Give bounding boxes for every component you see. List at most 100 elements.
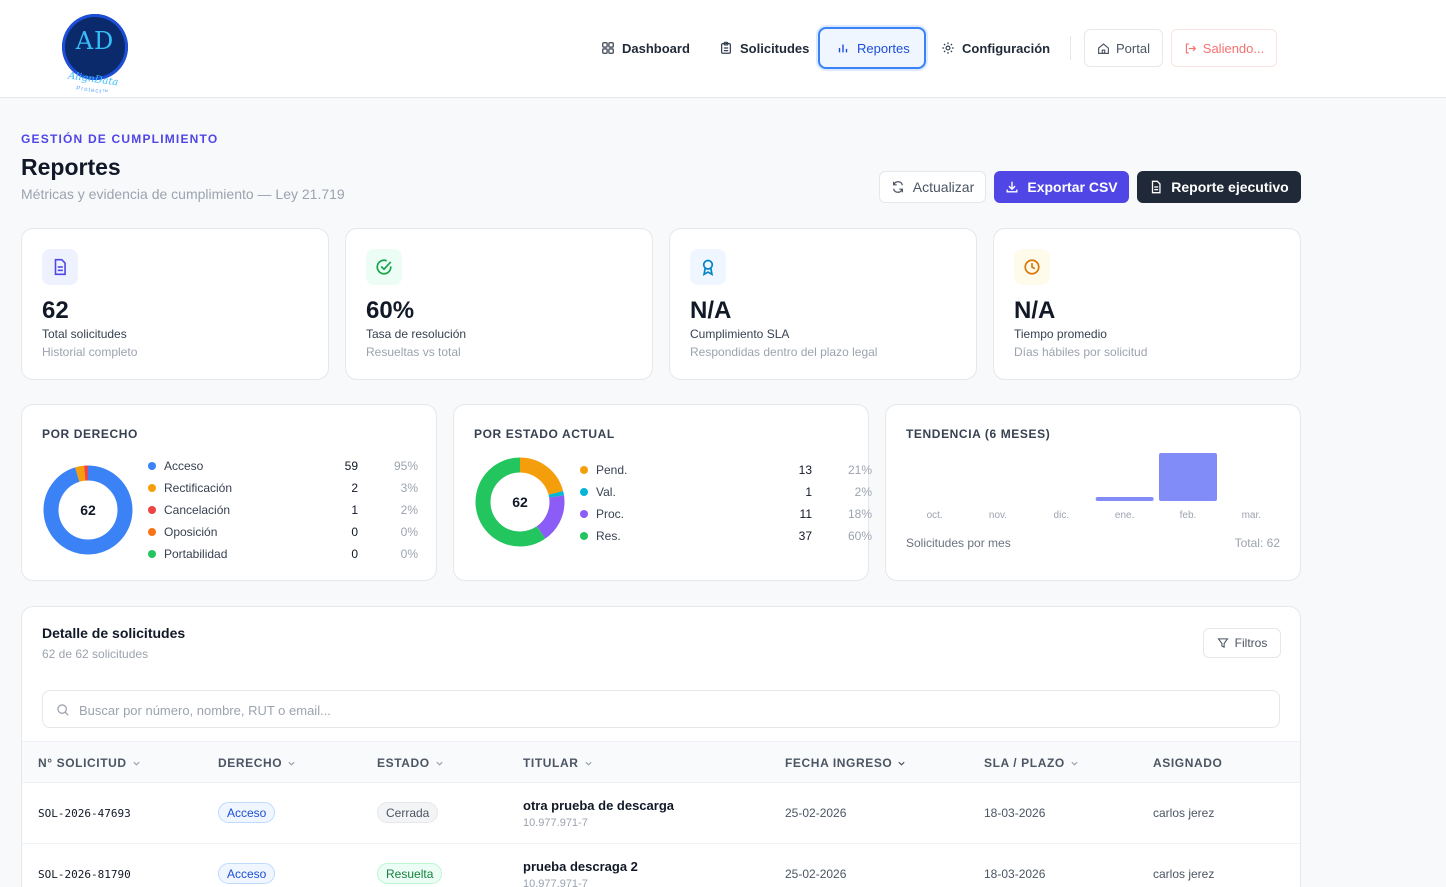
legend-label: Proc. [596,507,625,521]
column-header-status[interactable]: ESTADO [377,756,444,770]
column-header-label: ASIGNADO [1153,756,1223,770]
logout-icon [1185,42,1196,54]
legend-item: Pend. 13 21% [580,461,872,479]
trend-footer-total: Total: 62 [1234,536,1280,550]
award-icon [702,259,714,276]
trend-tick-label: dic. [1054,510,1070,521]
nav-solicitudes[interactable]: Solicitudes [719,37,809,59]
search-input[interactable] [79,699,1269,721]
chevron-down-icon [898,761,905,766]
portal-button-label: Portal [1116,40,1150,56]
document-icon [1152,180,1161,194]
executive-report-button[interactable]: Reporte ejecutivo [1137,171,1301,203]
chevron-down-icon [133,761,140,766]
request-id: SOL-2026-47693 [38,807,131,820]
table-header: N° SOLICITUD DERECHO ESTADO TITULAR FECH… [22,741,1300,783]
table-subtitle: 62 de 62 solicitudes [42,647,149,661]
logout-button-label: Saliendo... [1202,40,1265,56]
legend-dot [580,488,588,496]
logout-button[interactable]: Saliendo... [1171,29,1277,67]
trend-footer-left: Solicitudes por mes [906,536,1011,550]
holder-name[interactable]: otra prueba de descarga [523,798,674,813]
column-header-label: N° SOLICITUD [38,756,127,770]
column-header-date[interactable]: FECHA INGRESO [785,756,906,770]
legend-item: Portabilidad 0 0% [148,545,418,563]
check-circle-icon [376,259,392,275]
holder-name[interactable]: prueba descraga 2 [523,859,638,874]
legend-item: Acceso 59 95% [148,457,418,475]
kpi-icon-wrap [1014,249,1050,285]
requests-table-card: Detalle de solicitudes 62 de 62 solicitu… [21,606,1301,887]
chart-card-by-right: POR DERECHO 62 Acceso 59 95% Rectificación 2… [21,404,437,581]
kpi-note: Historial completo [42,345,138,359]
kpi-label: Total solicitudes [42,327,127,341]
search-box [42,690,1280,728]
trend-tick-label: feb. [1180,510,1197,521]
nav-divider [1070,36,1071,60]
right-badge: Acceso [218,802,276,823]
column-header-label: ESTADO [377,756,430,770]
trend-tick-label: oct. [927,510,943,521]
legend-percent: 3% [400,481,418,495]
entry-date: 25-02-2026 [785,867,847,881]
kpi-label: Tiempo promedio [1014,327,1107,341]
nav-reportes[interactable]: Reportes [836,37,910,59]
refresh-button[interactable]: Actualizar [879,171,986,203]
legend-count: 11 [799,507,812,521]
kpi-card-avg-time: N/A Tiempo promedio Días hábiles por sol… [993,228,1301,380]
legend-percent: 18% [847,507,872,521]
chart-title: POR DERECHO [42,427,138,441]
app-logo[interactable]: AD [62,14,128,80]
table-row[interactable]: SOL-2026-47693 Acceso Cerrada otra prueb… [22,783,1300,844]
kpi-card-sla: N/A Cumplimiento SLA Respondidas dentro … [669,228,977,380]
column-header-right[interactable]: DERECHO [218,756,296,770]
home-icon [1098,42,1109,54]
table-row[interactable]: SOL-2026-81790 Acceso Resuelta prueba de… [22,844,1300,887]
page-title: Reportes [21,154,121,180]
kpi-note: Resueltas vs total [366,345,461,359]
trend-tick-label: mar. [1242,510,1261,521]
donut-slice-res [475,457,565,547]
column-header-holder[interactable]: TITULAR [523,756,593,770]
kpi-card-resolution: 60% Tasa de resolución Resueltas vs tota… [345,228,653,380]
column-header-label: TITULAR [523,756,579,770]
legend-label: Portabilidad [164,547,228,561]
clock-icon [1024,259,1040,275]
legend-label: Acceso [164,459,204,473]
nav-configuracion[interactable]: Configuración [941,37,1050,59]
legend-dot [148,528,156,536]
kpi-label: Cumplimiento SLA [690,327,790,341]
filter-icon [1217,638,1229,648]
holder-rut: 10.977.971-7 [523,817,588,829]
filters-button[interactable]: Filtros [1203,628,1281,658]
legend-percent: 60% [847,529,872,543]
export-csv-button[interactable]: Exportar CSV [994,171,1129,203]
chevron-down-icon [436,761,443,766]
legend-dot [148,550,156,558]
kpi-label: Tasa de resolución [366,327,467,341]
column-header-id[interactable]: N° SOLICITUD [38,756,141,770]
kpi-card-total: 62 Total solicitudes Historial completo [21,228,329,380]
portal-button[interactable]: Portal [1084,29,1163,67]
donut-slice-proc [475,457,565,547]
legend-item: Oposición 0 0% [148,523,418,541]
legend-count: 2 [351,481,358,495]
holder-rut: 10.977.971-7 [523,878,588,887]
nav-dashboard[interactable]: Dashboard [601,37,690,59]
legend-dot [148,484,156,492]
chevron-down-icon [288,761,295,766]
legend-dot [148,462,156,470]
legend-percent: 2% [400,503,418,517]
kpi-icon-wrap [690,249,726,285]
page-eyebrow: GESTIÓN DE CUMPLIMIENTO [21,132,219,146]
legend-count: 0 [351,525,358,539]
chart-card-by-status: POR ESTADO ACTUAL 62 Pend. 13 21% Val. 1 2% Pr… [453,404,872,581]
column-header-sla[interactable]: SLA / PLAZO [984,756,1079,770]
top-navigation-bar: AD AlignData Protect™ Dashboard Solicitu… [0,0,1446,98]
refresh-icon [892,181,903,193]
logo-text: AD [75,27,115,55]
kpi-icon-wrap [42,249,78,285]
sla-deadline: 18-03-2026 [984,806,1046,820]
legend-dot [580,466,588,474]
kpi-value: 62 [42,297,69,324]
